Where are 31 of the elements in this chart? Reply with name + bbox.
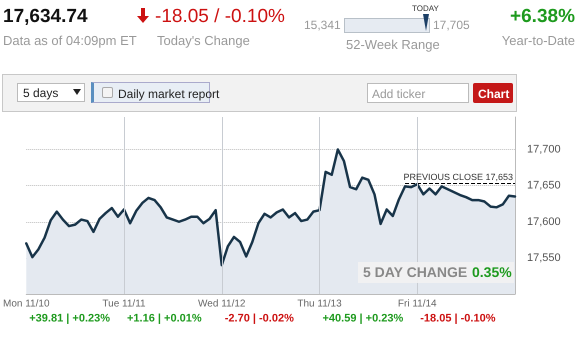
annotation: 5 DAY CHANGE [363,264,468,280]
text: TODAY [412,4,439,13]
annotation: 0.35% [472,264,512,280]
text: 17,705 [433,18,470,32]
text: 5 days [23,86,58,100]
text: 52-Week Range [346,37,440,52]
text: Chart [478,87,510,101]
text: +1.16 | +0.01% [127,312,202,324]
x-tick-label: Wed 11/12 [198,298,246,310]
text: Add ticker [372,87,426,101]
y-tick-label: 17,600 [527,216,561,228]
text: +6.38% [510,6,575,28]
ref-line-label: PREVIOUS CLOSE 17,653 [403,172,513,182]
x-tick-label: Thu 11/13 [297,298,342,310]
text: -2.70 | -0.02% [224,312,294,324]
text: -18.05 | -0.10% [420,312,496,324]
text: 15,341 [304,18,341,32]
text: Data as of 04:09pm ET [3,33,137,48]
text: Today's Change [157,33,250,48]
y-tick-label: 17,700 [527,144,561,156]
text: +39.81 | +0.23% [29,312,110,324]
text: -18.05 / -0.10% [155,6,285,28]
text: Daily market report [118,87,220,101]
x-tick-label: Tue 11/11 [102,298,146,310]
y-tick-label: 17,550 [527,252,561,264]
x-tick-label: Fri 11/14 [398,298,438,310]
text: Year-to-Date [502,33,575,48]
x-tick-label: Mon 11/10 [3,298,50,310]
y-tick-label: 17,650 [527,180,561,192]
text: 17,634.74 [3,6,88,28]
text: +40.59 | +0.23% [322,312,404,324]
